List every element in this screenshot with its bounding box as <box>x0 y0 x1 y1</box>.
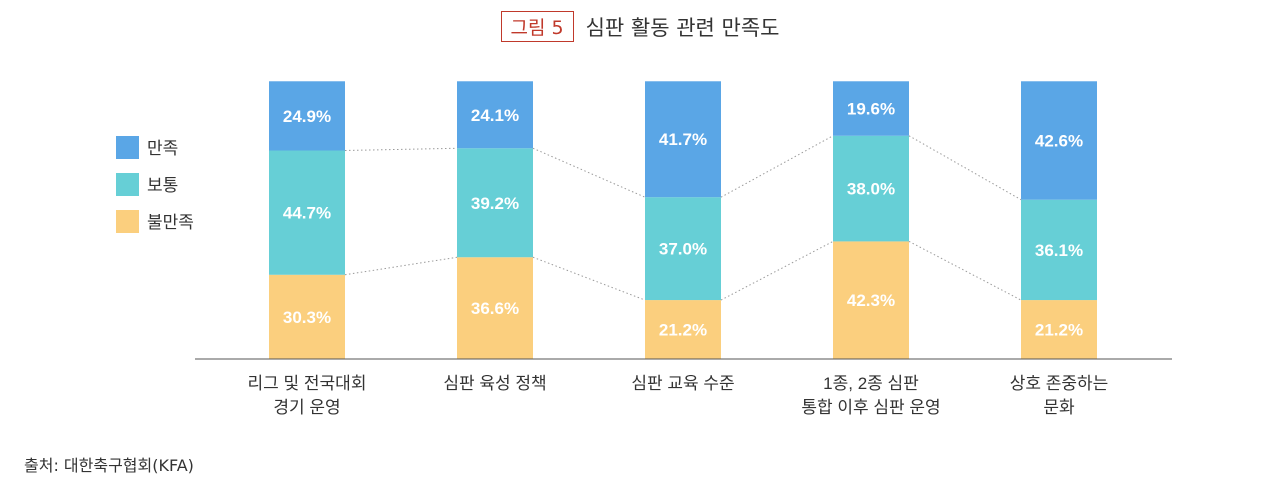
data-label: 24.9% <box>283 107 331 126</box>
data-label: 37.0% <box>659 240 707 259</box>
bar-segment <box>269 81 345 151</box>
data-label: 21.2% <box>1035 321 1083 340</box>
data-label: 42.6% <box>1035 131 1083 150</box>
data-label: 30.3% <box>283 308 331 327</box>
connector-line <box>532 147 646 198</box>
source-note: 출처: 대한축구협회(KFA) <box>24 456 194 475</box>
data-label: 39.2% <box>471 194 519 213</box>
connector-line <box>344 147 458 151</box>
data-label: 38.0% <box>847 180 895 199</box>
connector-line <box>720 135 834 198</box>
figure-label: 그림 5 <box>500 11 574 42</box>
bar-segment <box>1021 81 1097 200</box>
bar-segment <box>833 135 909 242</box>
data-label: 42.3% <box>847 291 895 310</box>
connector-line <box>908 240 1022 301</box>
data-label: 44.7% <box>283 204 331 223</box>
data-label: 36.1% <box>1035 241 1083 260</box>
bar-segment <box>457 257 533 359</box>
bar-segment <box>269 150 345 275</box>
bar-segment <box>1021 199 1097 301</box>
data-label: 36.6% <box>471 299 519 318</box>
legend-swatch <box>116 210 139 233</box>
x-tick-label: 심판 교육 수준 <box>631 374 734 393</box>
connector-line <box>344 256 458 276</box>
bar-segment <box>833 241 909 359</box>
data-label: 41.7% <box>659 130 707 149</box>
data-label: 21.2% <box>659 321 707 340</box>
x-tick-label: 문화 <box>1043 398 1075 417</box>
legend-label: 보통 <box>147 176 178 195</box>
connector-line <box>908 135 1022 201</box>
bar-segment <box>645 197 721 301</box>
legend-label: 불만족 <box>147 213 194 232</box>
bar-segment <box>457 81 533 149</box>
bar-segment <box>457 148 533 258</box>
x-tick-label: 상호 존중하는 <box>1010 374 1109 393</box>
stacked-bar-chart: 30.3% 36.6% 21.2% 42.3% 21.2% 44.7% 39.2% 37.0%… <box>116 81 1172 417</box>
x-tick-label: 리그 및 전국대회 <box>248 374 367 393</box>
chart-title: 심판 활동 관련 만족도 <box>585 15 780 40</box>
x-tick-label: 경기 운영 <box>273 398 340 417</box>
legend-swatch <box>116 173 139 196</box>
x-tick-label: 통합 이후 심판 운영 <box>801 398 940 417</box>
bar-segment <box>1021 300 1097 359</box>
x-tick-label: 1종, 2종 심판 <box>823 374 919 393</box>
bar-segment <box>645 300 721 359</box>
connector-line <box>532 256 646 301</box>
bar-segment <box>833 81 909 136</box>
figure-heading: 그림 5 심판 활동 관련 만족도 <box>0 11 1280 42</box>
bar-segment <box>645 81 721 198</box>
x-tick-label: 심판 육성 정책 <box>443 374 546 393</box>
bar-segment <box>269 274 345 359</box>
data-label: 19.6% <box>847 100 895 119</box>
connector-line <box>720 240 834 301</box>
legend-label: 만족 <box>147 139 178 158</box>
data-label: 24.1% <box>471 106 519 125</box>
legend-swatch <box>116 136 139 159</box>
